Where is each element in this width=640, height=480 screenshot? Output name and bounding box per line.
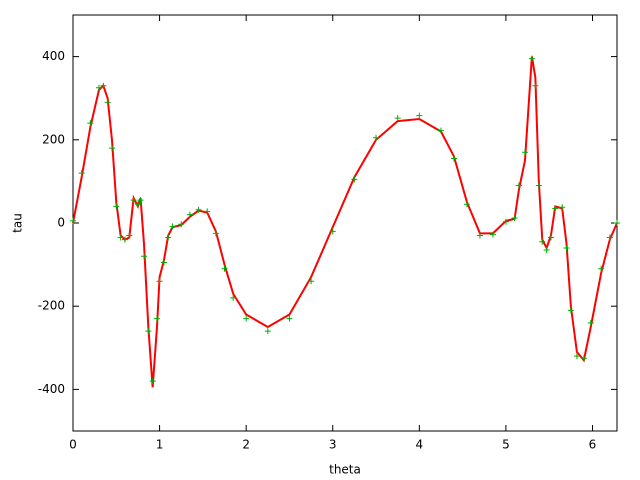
data-point <box>532 82 539 89</box>
data-point <box>145 328 152 335</box>
data-point <box>606 234 613 241</box>
y-tick-label: 400 <box>42 49 65 63</box>
data-point <box>100 82 107 89</box>
y-tick-label: -200 <box>38 299 65 313</box>
x-axis-label: theta <box>329 463 361 477</box>
data-point <box>539 238 546 245</box>
data-point <box>573 353 580 360</box>
data-point <box>547 234 554 241</box>
data-point <box>186 211 193 218</box>
x-tick-label: 2 <box>242 438 250 452</box>
data-point <box>437 127 444 134</box>
x-tick-label: 6 <box>589 438 597 452</box>
data-point <box>108 145 115 152</box>
data-point <box>394 115 401 122</box>
data-point <box>134 201 141 208</box>
data-point <box>450 155 457 162</box>
data-point <box>156 278 163 285</box>
data-point <box>416 112 423 119</box>
data-point <box>308 278 315 285</box>
data-point <box>598 265 605 272</box>
data-point <box>614 220 620 226</box>
data-point <box>126 232 133 239</box>
data-line <box>72 56 618 388</box>
x-tick-label: 3 <box>329 438 337 452</box>
data-point <box>373 134 380 141</box>
y-axis-label: tau <box>11 213 25 233</box>
data-point <box>78 170 85 177</box>
y-tick-label: 0 <box>57 216 65 230</box>
data-point <box>567 307 574 314</box>
data-point <box>104 99 111 106</box>
data-point <box>153 315 160 322</box>
data-point <box>130 197 137 204</box>
data-point <box>587 319 594 326</box>
data-point <box>515 182 522 189</box>
data-point <box>137 197 144 204</box>
data-point <box>87 120 94 127</box>
data-point <box>149 378 156 385</box>
data-point <box>559 204 566 211</box>
data-point <box>70 217 76 224</box>
data-point <box>117 234 124 241</box>
data-point <box>178 221 185 228</box>
data-point <box>169 223 176 230</box>
data-point <box>95 84 102 91</box>
data-point <box>286 315 293 322</box>
data-point <box>521 149 528 156</box>
data-point <box>264 328 271 335</box>
data-point <box>204 208 211 215</box>
data-point <box>563 244 570 251</box>
data-point <box>535 182 542 189</box>
data-point <box>463 201 470 208</box>
data-point <box>243 315 250 322</box>
data-point <box>195 206 202 213</box>
data-point <box>165 234 172 241</box>
data-point <box>552 205 559 212</box>
data-point <box>351 176 358 183</box>
data-point <box>221 265 228 272</box>
data-point <box>476 232 483 239</box>
data-point <box>502 218 509 225</box>
data-point <box>580 355 587 362</box>
data-point <box>329 228 336 235</box>
y-tick-label: -400 <box>38 382 65 396</box>
y-tick-label: 200 <box>42 132 65 146</box>
data-point <box>212 230 219 237</box>
data-point <box>140 253 147 260</box>
x-tick-label: 0 <box>69 438 77 452</box>
x-tick-label: 4 <box>416 438 424 452</box>
data-point <box>543 247 550 254</box>
data-point <box>230 294 237 301</box>
x-tick-label: 5 <box>502 438 510 452</box>
data-point <box>113 203 120 210</box>
data-point <box>528 55 535 62</box>
data-point <box>511 215 518 222</box>
data-point <box>160 259 167 266</box>
x-tick-label: 1 <box>156 438 164 452</box>
data-point <box>489 231 496 238</box>
data-point <box>121 236 128 243</box>
